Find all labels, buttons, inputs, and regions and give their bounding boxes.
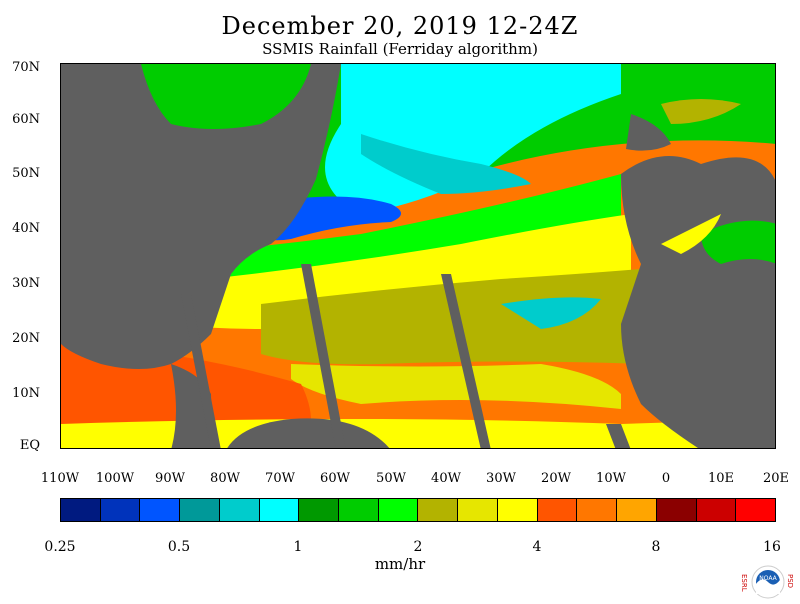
legend-color-box <box>299 499 340 521</box>
band-mid-yellow <box>291 364 621 409</box>
noaa-logo: NOAA ESRL PSD <box>740 560 796 600</box>
logo-left-letters: ESRL <box>740 574 748 592</box>
legend-tick: 0.25 <box>44 539 76 555</box>
legend-color-box <box>339 499 379 521</box>
iberia-yellow <box>661 214 721 254</box>
logo-gull <box>756 579 780 594</box>
lat-label: 70N <box>12 60 40 75</box>
lon-label: 10E <box>707 471 735 486</box>
legend-color-box <box>497 499 538 521</box>
lat-label: 50N <box>12 166 40 181</box>
band-cyan-east <box>501 297 601 329</box>
legend-tick: 0.5 <box>167 539 191 555</box>
swath-gap-3 <box>181 294 221 448</box>
lon-label: 70W <box>265 471 295 486</box>
lon-label: 100W <box>95 471 135 486</box>
lon-label: 20W <box>541 471 571 486</box>
legend-color-box <box>577 499 618 521</box>
noaa-logo-svg: NOAA ESRL PSD <box>740 565 794 599</box>
swath-gap-4 <box>606 424 631 448</box>
map-subtitle: SSMIS Rainfall (Ferriday algorithm) <box>262 40 538 58</box>
legend-color-box <box>100 499 141 521</box>
legend-color-box <box>617 499 657 521</box>
legend-color-box <box>219 499 260 521</box>
legend-color-box <box>458 499 498 521</box>
legend-tick: 2 <box>413 539 423 555</box>
legend-color-box <box>418 499 459 521</box>
swath-gap-2 <box>441 274 491 448</box>
map-title: December 20, 2019 12-24Z <box>221 12 579 40</box>
north-america-land <box>61 64 341 369</box>
legend-color-box <box>656 499 697 521</box>
greenland-green <box>141 64 311 129</box>
legend-tick: 4 <box>532 539 542 555</box>
lon-label: 30W <box>486 471 516 486</box>
legend-color-box <box>736 499 775 521</box>
legend-tick: 1 <box>293 539 303 555</box>
legend-color-box <box>378 499 419 521</box>
lat-label: 60N <box>12 112 40 127</box>
lon-label: 40W <box>431 471 461 486</box>
band-cyan <box>325 64 621 214</box>
legend-colorbar <box>60 498 776 522</box>
lon-label: 60W <box>320 471 350 486</box>
legend-color-box <box>537 499 578 521</box>
lon-label: 90W <box>155 471 185 486</box>
mediterranean-green <box>701 220 775 264</box>
lon-label: 0 <box>661 471 671 486</box>
legend-unit: mm/hr <box>374 555 426 573</box>
legend-color-box <box>140 499 181 521</box>
rainfall-map-svg <box>61 64 775 448</box>
lon-label: 80W <box>210 471 240 486</box>
rainfall-map <box>60 63 776 449</box>
lat-label: 40N <box>12 221 40 236</box>
swath-gap-1 <box>301 264 346 448</box>
legend-color-box <box>61 499 101 521</box>
british-isles-land <box>626 114 671 151</box>
lat-label: 10N <box>12 386 40 401</box>
legend-tick: 8 <box>651 539 661 555</box>
legend-color-box <box>180 499 220 521</box>
band-teal <box>361 134 531 194</box>
lat-label: 30N <box>12 276 40 291</box>
logo-right-letters: PSD <box>786 574 794 588</box>
lon-label: 110W <box>40 471 80 486</box>
lon-label: 10W <box>596 471 626 486</box>
africa-europe-land <box>621 156 775 448</box>
logo-center-text: NOAA <box>759 575 777 582</box>
lon-label: 50W <box>376 471 406 486</box>
legend-tick: 16 <box>763 539 781 555</box>
south-america-land <box>227 418 390 448</box>
north-sea-olive <box>661 99 741 124</box>
legend-color-box <box>259 499 300 521</box>
lat-label: 20N <box>12 331 40 346</box>
lon-label: 20E <box>762 471 790 486</box>
legend-color-box <box>696 499 737 521</box>
lat-label: EQ <box>19 438 40 453</box>
